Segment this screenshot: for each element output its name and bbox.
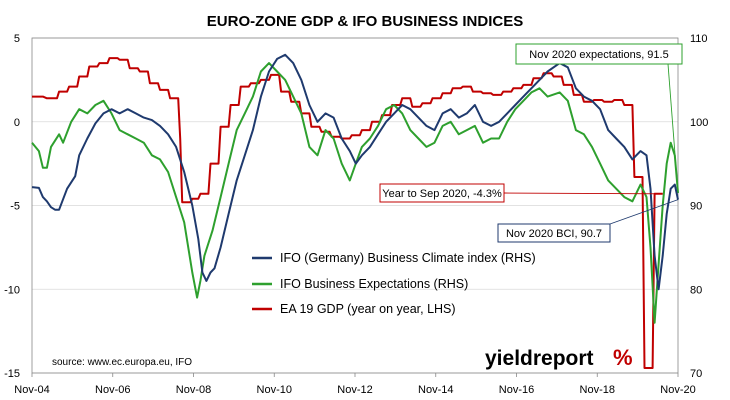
right-axis-ticks: 110 100 90 80 70: [690, 33, 708, 380]
legend: IFO (Germany) Business Climate index (RH…: [252, 251, 536, 316]
x-tick-label: Nov-14: [418, 384, 453, 396]
legend-label: IFO Business Expectations (RHS): [280, 277, 468, 291]
left-tick-label: -10: [4, 284, 20, 296]
legend-label: IFO (Germany) Business Climate index (RH…: [280, 251, 536, 265]
annotation-label: Nov 2020 expectations, 91.5: [529, 49, 668, 61]
annotation-leader: [609, 199, 679, 225]
left-tick-label: -5: [10, 201, 20, 213]
gridlines: [32, 37, 678, 374]
x-axis-ticks: Nov-04 Nov-06 Nov-08 Nov-10 Nov-12 Nov-14 Nov-…: [14, 373, 696, 396]
x-tick-label: Nov-06: [95, 384, 130, 396]
annotation-leader: [503, 192, 663, 195]
x-tick-label: Nov-08: [176, 384, 211, 396]
logo-percent-icon: %: [613, 345, 633, 370]
x-tick-label: Nov-12: [337, 384, 372, 396]
x-tick-label: Nov-18: [580, 384, 615, 396]
right-tick-label: 90: [690, 201, 702, 213]
annotation-box: [497, 223, 611, 243]
annotation-box: [379, 183, 505, 203]
annotation-box: [515, 43, 683, 65]
logo-text: yieldreport: [485, 347, 594, 370]
annotation-label: Year to Sep 2020, -4.3%: [382, 188, 502, 200]
annotation-label: Nov 2020 BCI, 90.7: [506, 228, 602, 240]
gdp-line: [32, 57, 663, 369]
series-lines: [31, 53, 679, 369]
right-tick-label: 80: [690, 284, 702, 296]
x-tick-label: Nov-10: [257, 384, 292, 396]
right-tick-label: 110: [690, 33, 708, 45]
right-tick-label: 70: [690, 368, 702, 380]
source-note: source: www.ec.europa.eu, IFO: [52, 357, 192, 368]
left-tick-label: 0: [14, 117, 20, 129]
chart-title: EURO-ZONE GDP & IFO BUSINESS INDICES: [207, 13, 523, 30]
x-tick-label: Nov-04: [14, 384, 49, 396]
left-tick-label: 5: [14, 33, 20, 45]
annotation-leader: [667, 63, 679, 193]
yieldreport-logo: yieldreport %: [485, 345, 633, 370]
left-tick-label: -15: [4, 368, 20, 380]
right-tick-label: 100: [690, 117, 708, 129]
x-tick-label: Nov-16: [499, 384, 534, 396]
ifo-line: [31, 53, 679, 291]
legend-label: EA 19 GDP (year on year, LHS): [280, 302, 456, 316]
x-tick-label: Nov-20: [660, 384, 695, 396]
left-axis-ticks: 5 0 -5 -10 -15: [4, 33, 20, 380]
annotations: Nov 2020 expectations, 91.5 Year to Sep 2…: [379, 43, 683, 243]
